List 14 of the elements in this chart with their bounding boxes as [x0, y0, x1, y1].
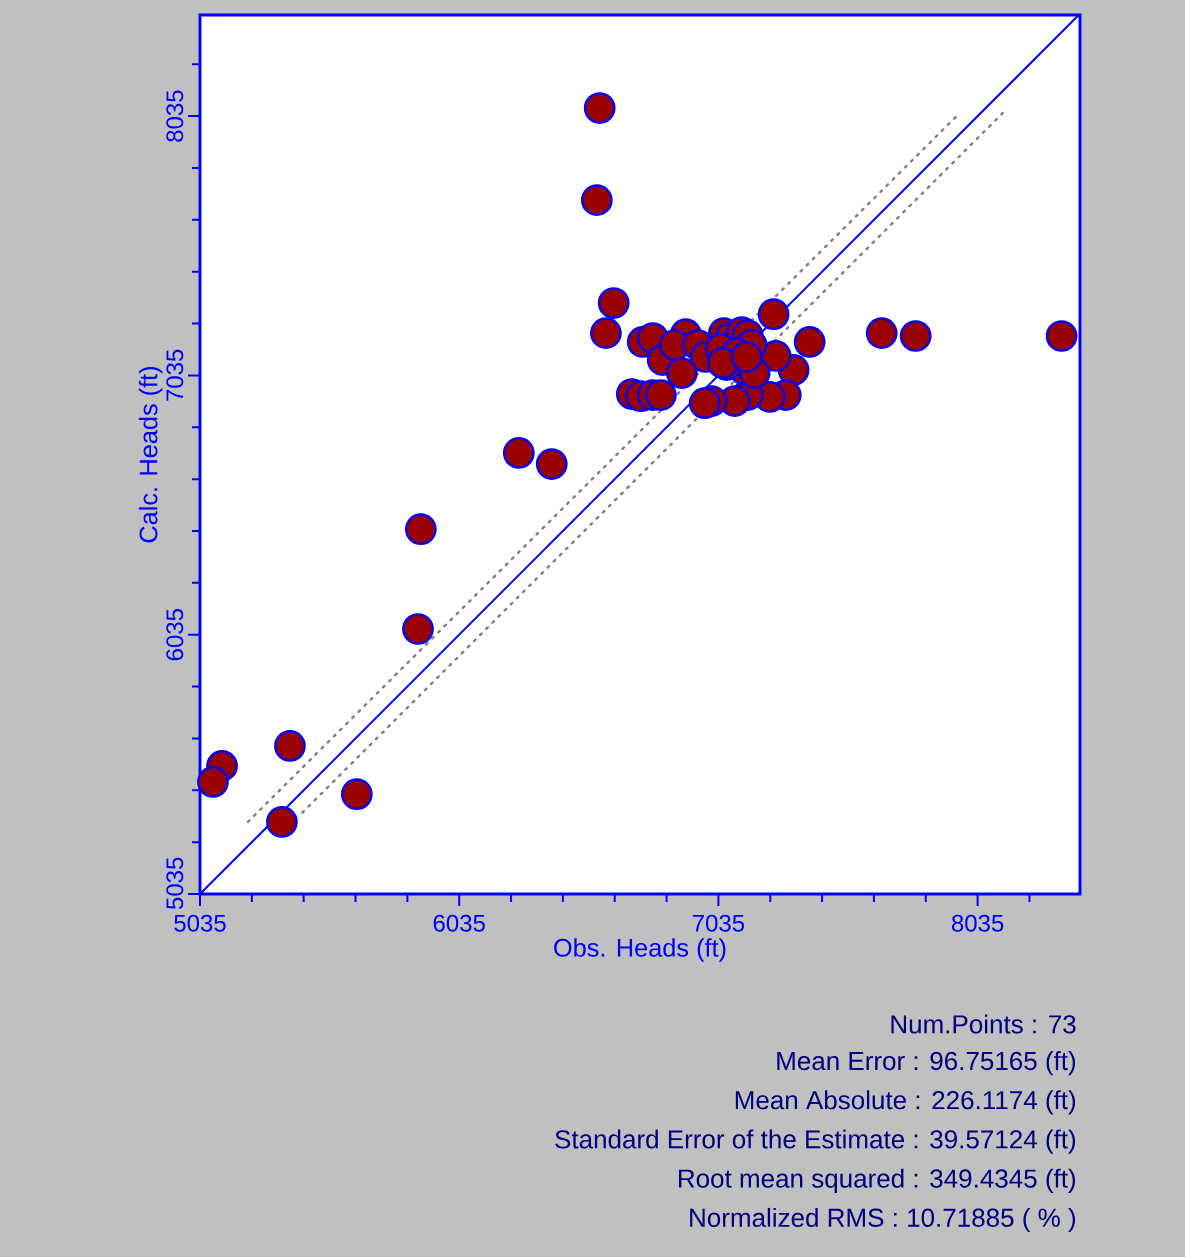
x-tick-label: 7035	[692, 914, 745, 932]
text: Root mean squared : 349.4345 (ft)	[678, 1168, 1076, 1193]
x-tick-label: 8035	[951, 914, 1004, 932]
text: Mean Absolute : 226.1174 (ft)	[735, 1090, 1076, 1115]
x-axis-title: Obs. Heads (ft)	[554, 938, 726, 962]
x-tick-label: 6035	[433, 914, 485, 932]
text: Standard Error of the Estimate : 39.57124 (ft)	[555, 1129, 1076, 1154]
y-tick-label: 8035	[166, 90, 184, 142]
text: Num.Points : 73	[891, 1014, 1076, 1034]
text: Mean Error : 96.75165 (ft)	[777, 1051, 1076, 1076]
text: Normalized RMS : 10.71885 ( % )	[690, 1207, 1076, 1233]
y-tick-label: 7035	[166, 349, 184, 401]
y-axis-title: Calc. Heads (ft)	[138, 366, 163, 543]
y-tick-label: 6035	[166, 609, 184, 661]
